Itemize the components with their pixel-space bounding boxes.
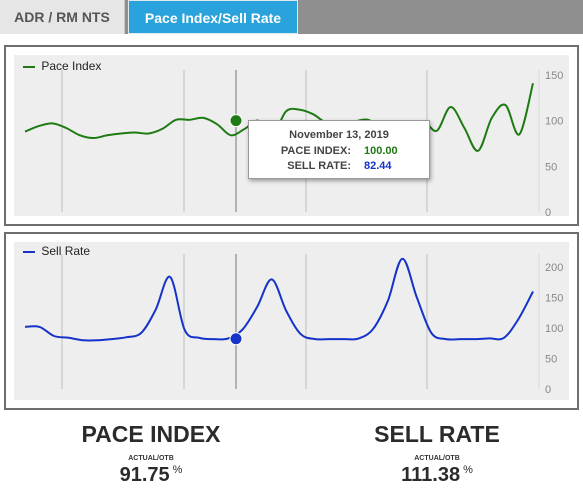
sell-rate-chart-panel: 200 150 100 50 0 Sell Rate xyxy=(4,232,579,410)
pace-y-tick-label: 0 xyxy=(545,207,551,219)
tooltip-sell-value: 82.44 xyxy=(364,160,392,172)
pace-index-subtitle: ACTUAL/OTB xyxy=(128,455,174,462)
sell-y-tick-label: 150 xyxy=(545,293,563,305)
pace-index-legend[interactable]: Pace Index xyxy=(23,59,101,73)
pace-y-tick-label: 50 xyxy=(545,161,557,173)
chart-tooltip: November 13, 2019 PACE INDEX: 100.00 SEL… xyxy=(248,120,430,179)
sell-y-tick-label: 50 xyxy=(545,354,557,366)
pace-legend-label: Pace Index xyxy=(41,59,102,73)
sell-y-tick-label: 0 xyxy=(545,384,551,396)
tooltip-date: November 13, 2019 xyxy=(289,129,389,141)
tab-bar: ADR / RM NTS Pace Index/Sell Rate xyxy=(0,0,583,34)
sell-rate-unit: % xyxy=(463,464,473,476)
sell-y-tick-label: 200 xyxy=(545,262,563,274)
tooltip-sell-label: SELL RATE: xyxy=(287,160,351,172)
sell-rate-number: 111.38 xyxy=(401,464,461,486)
sell-rate-title: SELL RATE xyxy=(374,421,500,447)
tooltip-pace-label: PACE INDEX: xyxy=(280,145,351,157)
sell-legend-swatch-icon xyxy=(23,250,35,253)
pace-index-number: 91.75 xyxy=(119,464,170,486)
pace-index-unit: % xyxy=(172,464,183,476)
sell-rate-chart[interactable]: 200 150 100 50 0 xyxy=(6,234,577,408)
pace-y-tick-label: 150 xyxy=(545,70,563,82)
tab-adr-rm-nts[interactable]: ADR / RM NTS xyxy=(0,0,125,34)
pace-y-tick-label: 100 xyxy=(545,116,563,128)
sell-rate-value: 111.38% xyxy=(337,464,537,487)
sell-series-line xyxy=(24,257,534,342)
tab-pace-index-sell-rate[interactable]: Pace Index/Sell Rate xyxy=(128,0,298,34)
pace-index-value: 91.75% xyxy=(51,464,251,487)
tooltip-pace-value: 100.00 xyxy=(364,145,398,157)
sell-rate-legend[interactable]: Sell Rate xyxy=(23,244,90,258)
sell-legend-label: Sell Rate xyxy=(41,244,91,258)
sell-highlight-marker xyxy=(229,332,243,346)
pace-legend-swatch-icon xyxy=(23,65,35,68)
sell-y-tick-label: 100 xyxy=(545,323,563,335)
pace-index-title: PACE INDEX xyxy=(81,421,221,447)
pace-highlight-marker xyxy=(229,114,243,128)
pace-index-chart[interactable]: 150 100 50 0 xyxy=(6,47,577,224)
sell-rate-subtitle: ACTUAL/OTB xyxy=(414,455,460,462)
pace-index-chart-panel: 150 100 50 0 Pace Index xyxy=(4,45,579,226)
